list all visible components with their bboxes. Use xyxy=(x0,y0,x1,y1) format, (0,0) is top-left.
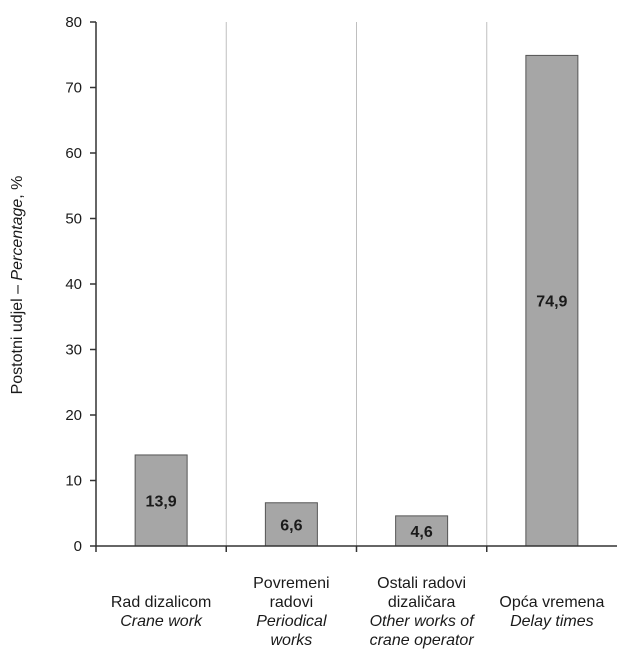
category-label-hr: Opća vremena xyxy=(499,594,604,611)
y-axis-title-unit: , % xyxy=(9,176,26,199)
bar xyxy=(264,502,318,547)
x-category-label: Povremeni radovi Periodical works xyxy=(253,575,329,649)
bar xyxy=(525,54,579,547)
x-category-label: Opća vremena Delay times xyxy=(499,594,604,630)
x-category-label: Rad dizalicom Crane work xyxy=(111,594,211,630)
axes xyxy=(95,22,617,552)
y-tick-label: 40 xyxy=(65,276,82,293)
category-label-en: Periodical xyxy=(256,613,327,630)
category-label-hr: Povremeni xyxy=(253,575,329,592)
category-label-hr: Rad dizalicom xyxy=(111,594,211,611)
category-label-en: Crane work xyxy=(120,613,203,630)
category-label-en: works xyxy=(270,632,312,649)
y-ticks: 0 10 20 30 40 50 60 70 80 xyxy=(65,14,96,555)
y-axis-title-hr: Postotni udjel – xyxy=(9,281,26,395)
y-tick-label: 50 xyxy=(65,211,82,228)
data-label: 4,6 xyxy=(411,524,433,541)
grid-lines xyxy=(225,22,488,546)
category-label-hr: Ostali radovi xyxy=(377,575,466,592)
data-label: 6,6 xyxy=(280,517,302,534)
category-label-hr: radovi xyxy=(270,594,314,611)
y-tick-label: 70 xyxy=(65,80,82,97)
y-tick-label: 20 xyxy=(65,407,82,424)
y-tick-label: 60 xyxy=(65,145,82,162)
y-tick-label: 30 xyxy=(65,342,82,359)
category-label-en: Other works of xyxy=(370,613,476,630)
data-label: 74,9 xyxy=(536,294,567,311)
category-label-hr: dizaličara xyxy=(388,594,456,611)
category-label-en: crane operator xyxy=(370,632,475,649)
data-label: 13,9 xyxy=(146,493,177,510)
bars: 13,9 6,6 4,6 74,9 xyxy=(134,54,579,547)
y-tick-label: 10 xyxy=(65,473,82,490)
y-tick-label: 80 xyxy=(65,14,82,31)
x-category-label: Ostali radovi dizaličara Other works of cra… xyxy=(370,575,476,649)
bar xyxy=(395,515,449,547)
y-tick-label: 0 xyxy=(74,538,82,555)
bar xyxy=(134,454,188,547)
category-label-en: Delay times xyxy=(510,613,594,630)
x-category-labels: Rad dizalicom Crane work Povremeni radovi Pe… xyxy=(111,575,605,649)
y-axis-title-en: Percentage xyxy=(9,199,26,281)
y-axis-title: Postotni udjel – Percentage, % xyxy=(9,176,26,395)
